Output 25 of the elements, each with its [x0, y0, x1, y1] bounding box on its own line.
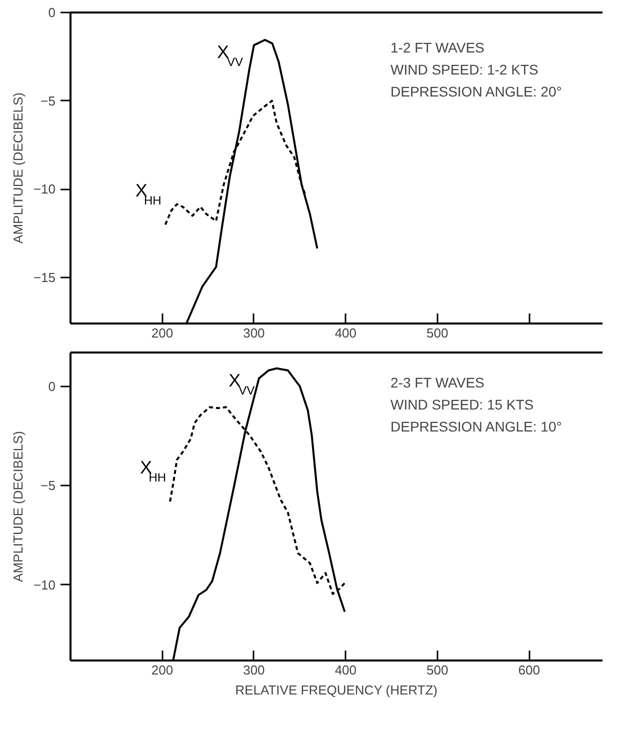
x-axis-title: RELATIVE FREQUENCY (HERTZ) [235, 682, 438, 698]
y-tick-label: −10 [33, 577, 56, 592]
annotation: 1-2 FT WAVES [390, 40, 484, 56]
y-tick-label: −10 [33, 182, 56, 197]
x-tick-label: 500 [426, 326, 448, 340]
y-tick-label: −5 [40, 93, 56, 108]
x-tick-label: 300 [243, 326, 265, 340]
annotation: DEPRESSION ANGLE: 10° [390, 418, 562, 434]
y-axis-title: AMPLITUDE (DECIBELS) [10, 92, 26, 244]
y-axis-title: AMPLITUDE (DECIBELS) [10, 431, 26, 582]
annotation: 2-3 FT WAVES [390, 374, 484, 390]
x-tick-label: 200 [151, 326, 174, 340]
x-tick-label: 400 [334, 326, 357, 340]
annotation: DEPRESSION ANGLE: 20° [390, 84, 562, 100]
x-tick-label: 600 [518, 662, 540, 678]
x-tick-label: 500 [426, 662, 448, 678]
x-tick-label: 300 [243, 662, 265, 678]
y-tick-label: 0 [48, 378, 56, 394]
y-tick-label: −5 [40, 478, 56, 494]
annotation: WIND SPEED: 1-2 KTS [390, 62, 538, 78]
y-tick-label: −15 [33, 270, 56, 286]
x-tick-label: 400 [334, 662, 357, 678]
x-tick-label: 200 [151, 662, 174, 678]
y-tick-label: 0 [48, 5, 56, 20]
annotation: WIND SPEED: 15 KTS [390, 396, 534, 412]
